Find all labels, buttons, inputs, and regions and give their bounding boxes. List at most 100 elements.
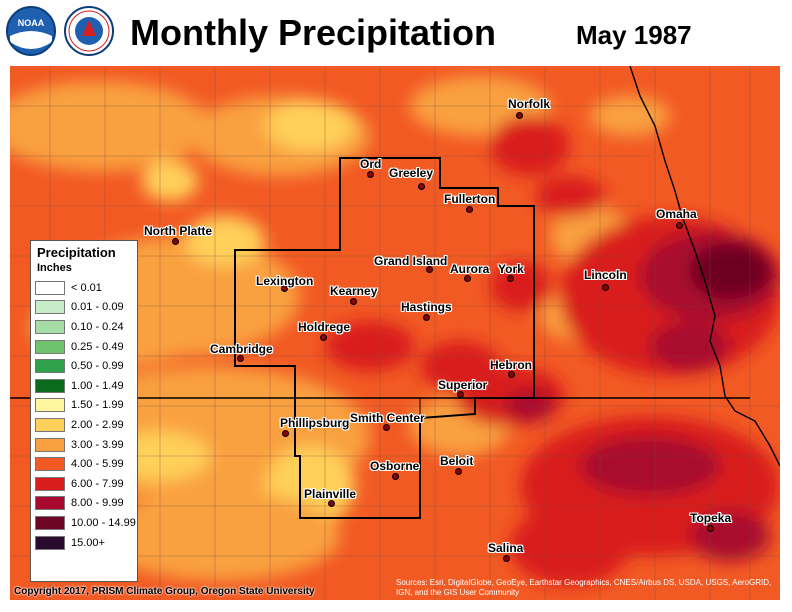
legend-item: 1.50 - 1.99 [35, 396, 133, 416]
city-label-north-platte: North Platte [144, 224, 213, 238]
city-dot [328, 500, 335, 507]
city-dot [281, 285, 288, 292]
legend-swatch [35, 437, 65, 452]
city-label-smith-center: Smith Center [350, 411, 425, 425]
city-dot [426, 266, 433, 273]
city-label-greeley: Greeley [389, 166, 434, 180]
legend-label: < 0.01 [71, 281, 102, 294]
basemap-credits: Sources: Esri, DigitalGlobe, GeoEye, Ear… [396, 578, 772, 597]
legend-swatch [35, 476, 65, 491]
city-label-salina: Salina [488, 541, 524, 555]
legend-swatch [35, 339, 65, 354]
legend-item: 1.00 - 1.49 [35, 376, 133, 396]
legend-label: 1.50 - 1.99 [71, 399, 124, 412]
legend-item: 15.00+ [35, 533, 133, 553]
header: NOAA Monthly Precipitation May 1987 [0, 0, 792, 66]
city-label-superior: Superior [438, 378, 488, 392]
legend-item: 3.00 - 3.99 [35, 435, 133, 455]
city-label-aurora: Aurora [450, 262, 490, 276]
city-dot [457, 391, 464, 398]
legend-swatch [35, 417, 65, 432]
city-label-hebron: Hebron [490, 358, 532, 372]
city-label-kearney: Kearney [330, 284, 378, 298]
legend-item: 0.50 - 0.99 [35, 356, 133, 376]
legend-label: 0.50 - 0.99 [71, 360, 124, 373]
legend-item: 0.01 - 0.09 [35, 298, 133, 318]
city-label-beloit: Beloit [440, 454, 474, 468]
city-dot [602, 284, 609, 291]
city-label-holdrege: Holdrege [298, 320, 351, 334]
city-dot [516, 112, 523, 119]
city-label-grand-island: Grand Island [374, 254, 448, 268]
legend-label: 0.25 - 0.49 [71, 340, 124, 353]
legend-swatch [35, 359, 65, 374]
city-label-lincoln: Lincoln [584, 268, 627, 282]
legend-label: 0.10 - 0.24 [71, 320, 124, 333]
map-title: Monthly Precipitation [130, 12, 497, 53]
city-dot [367, 171, 374, 178]
city-label-topeka: Topeka [690, 511, 732, 525]
region-outline [234, 157, 535, 519]
legend-label: 1.00 - 1.49 [71, 379, 124, 392]
legend-item: 6.00 - 7.99 [35, 474, 133, 494]
legend-label: 15.00+ [71, 536, 105, 549]
city-dot [508, 371, 515, 378]
city-label-omaha: Omaha [656, 207, 697, 221]
city-dot [350, 298, 357, 305]
legend-item: 4.00 - 5.99 [35, 454, 133, 474]
city-dot [707, 525, 714, 532]
city-label-hastings: Hastings [401, 300, 452, 314]
city-dot [418, 183, 425, 190]
city-dot [466, 206, 473, 213]
legend-label: 3.00 - 3.99 [71, 438, 124, 451]
city-label-ord: Ord [360, 157, 382, 171]
city-label-york: York [498, 262, 524, 276]
legend-swatch [35, 515, 65, 530]
city-dot [392, 473, 399, 480]
city-label-phillipsburg: Phillipsburg [280, 416, 350, 430]
city-dot [423, 314, 430, 321]
city-dot [320, 334, 327, 341]
city-dot [172, 238, 179, 245]
city-label-lexington: Lexington [256, 274, 314, 288]
legend-item: 2.00 - 2.99 [35, 415, 133, 435]
nws-logo [64, 6, 114, 56]
river-border [629, 66, 780, 467]
legend-swatch [35, 457, 65, 472]
legend-swatch [35, 535, 65, 550]
legend-item: 0.10 - 0.24 [35, 317, 133, 337]
city-label-fullerton: Fullerton [444, 192, 496, 206]
city-label-norfolk: Norfolk [508, 97, 550, 111]
city-dot [464, 275, 471, 282]
legend-item: 0.25 - 0.49 [35, 337, 133, 357]
city-dot [383, 424, 390, 431]
city-label-osborne: Osborne [370, 459, 420, 473]
legend-label: 2.00 - 2.99 [71, 418, 124, 431]
legend-swatch [35, 300, 65, 315]
city-dot [282, 430, 289, 437]
legend-units: Inches [37, 262, 72, 274]
legend-swatch [35, 378, 65, 393]
legend-item: 8.00 - 9.99 [35, 494, 133, 514]
city-label-cambridge: Cambridge [210, 342, 273, 356]
city-dot [676, 222, 683, 229]
city-dot [503, 555, 510, 562]
legend: Precipitation Inches < 0.01 0.01 - 0.09 0.… [30, 240, 138, 582]
copyright-text: Copyright 2017, PRISM Climate Group, Ore… [14, 586, 315, 597]
legend-title: Precipitation [37, 245, 116, 260]
city-dot [455, 468, 462, 475]
legend-label: 10.00 - 14.99 [71, 516, 136, 529]
legend-item: < 0.01 [35, 278, 133, 298]
legend-label: 4.00 - 5.99 [71, 458, 124, 471]
city-label-plainville: Plainville [304, 487, 357, 501]
noaa-logo-text: NOAA [18, 18, 45, 28]
city-dot [507, 275, 514, 282]
legend-label: 0.01 - 0.09 [71, 301, 124, 314]
legend-swatch [35, 398, 65, 413]
legend-rows: < 0.01 0.01 - 0.09 0.10 - 0.24 0.25 - 0.49 0… [35, 278, 136, 553]
legend-swatch [35, 319, 65, 334]
legend-item: 10.00 - 14.99 [35, 513, 136, 533]
noaa-logo: NOAA [6, 6, 56, 56]
map-period: May 1987 [576, 20, 692, 50]
precipitation-map [10, 66, 780, 600]
